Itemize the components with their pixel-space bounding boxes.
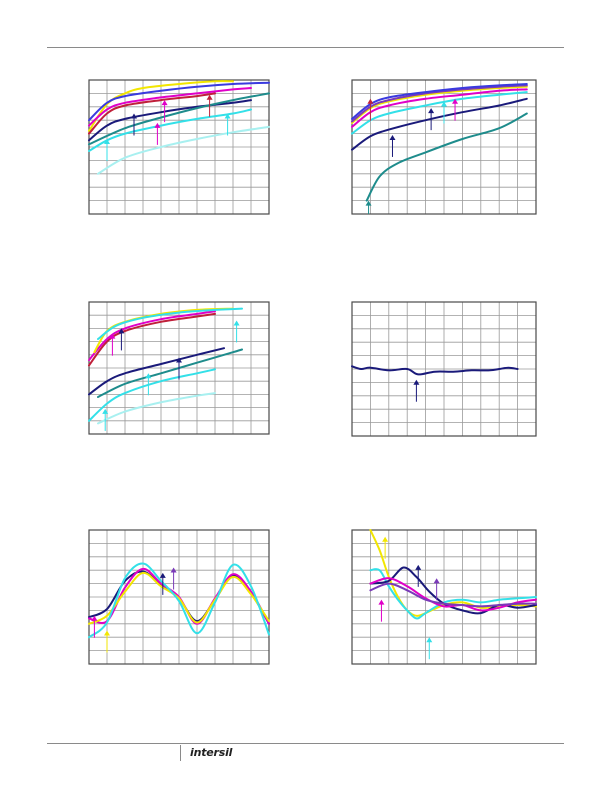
chart-6-marker-magenta-arrowhead bbox=[378, 599, 385, 605]
chart-panel-1 bbox=[88, 79, 270, 215]
chart-6-marker-purple-arrowhead bbox=[433, 578, 440, 584]
chart-1-series-magenta bbox=[88, 87, 252, 127]
chart-2-marker-cyan-arrowhead bbox=[441, 101, 447, 107]
chart-panel-4 bbox=[351, 301, 537, 437]
chart-1-series-lightcyan bbox=[97, 125, 270, 175]
chart-3-marker-cyan-arrowhead bbox=[233, 320, 240, 326]
chart-6-marker-cyan-arrowhead bbox=[426, 637, 433, 643]
chart-2-series-blue bbox=[351, 83, 528, 120]
chart-panel-3 bbox=[88, 301, 270, 435]
chart-2-svg bbox=[351, 79, 537, 215]
chart-5-frame bbox=[88, 529, 270, 665]
chart-3-series-teal bbox=[97, 348, 243, 398]
chart-1-marker-cyan-arrowhead bbox=[104, 138, 110, 144]
chart-1-series-navy bbox=[88, 99, 252, 142]
chart-2-marker-navy-arrowhead bbox=[428, 108, 435, 114]
chart-3-marker-cyan-arrowhead bbox=[145, 373, 152, 379]
chart-1-frame bbox=[88, 79, 270, 215]
chart-5-marker-yellow-arrowhead bbox=[104, 630, 110, 636]
chart-3-series-red bbox=[88, 312, 216, 367]
chart-1-marker-magenta-arrowhead bbox=[161, 100, 168, 106]
chart-3-series-lightcyan bbox=[97, 392, 216, 425]
chart-1-series-teal bbox=[88, 92, 270, 146]
chart-3-marker-cyan-arrowhead bbox=[102, 408, 109, 414]
chart-3-series-cyan bbox=[88, 368, 216, 422]
chart-1-svg bbox=[88, 79, 270, 215]
chart-5-marker-navy-arrowhead bbox=[159, 572, 166, 578]
chart-5-marker-purple-arrowhead bbox=[170, 567, 177, 573]
chart-5-series-yellow bbox=[88, 571, 270, 625]
chart-panel-2 bbox=[351, 79, 537, 215]
chart-5-series-cyan bbox=[88, 562, 270, 639]
chart-4-svg bbox=[351, 301, 537, 437]
chart-5-marker-magenta-arrowhead bbox=[91, 615, 98, 621]
chart-3-marker-navy-arrowhead bbox=[118, 328, 125, 334]
footer-rule bbox=[47, 743, 564, 744]
chart-1-series-yellow bbox=[88, 80, 234, 132]
chart-4-frame bbox=[351, 301, 537, 437]
chart-1-series-red bbox=[88, 92, 216, 135]
chart-2-frame bbox=[351, 79, 537, 215]
chart-3-series-cyan bbox=[97, 307, 243, 340]
chart-4-marker-navy-arrowhead bbox=[413, 379, 420, 385]
chart-3-marker-magenta-arrowhead bbox=[109, 333, 116, 339]
chart-1-series-blue bbox=[88, 81, 270, 122]
chart-2-series-teal bbox=[365, 112, 528, 202]
chart-panel-5 bbox=[88, 529, 270, 665]
chart-2-marker-teal-arrowhead bbox=[365, 200, 372, 206]
chart-3-series-navy bbox=[88, 347, 225, 396]
chart-3-series-magenta bbox=[88, 310, 216, 362]
chart-3-svg bbox=[88, 301, 270, 435]
chart-2-marker-navy-arrowhead bbox=[389, 134, 396, 140]
chart-6-series-cyan bbox=[369, 568, 537, 620]
chart-1-marker-navy-arrowhead bbox=[131, 113, 137, 119]
intersil-logo-text: intersil bbox=[190, 746, 233, 759]
chart-2-marker-red-arrowhead bbox=[367, 98, 374, 104]
chart-4-series-navy bbox=[351, 365, 519, 376]
chart-5-svg bbox=[88, 529, 270, 665]
chart-6-marker-navy-arrowhead bbox=[415, 564, 422, 570]
chart-6-series-yellow bbox=[369, 529, 537, 617]
chart-3-frame bbox=[88, 301, 270, 435]
chart-2-series-navy bbox=[351, 97, 528, 151]
chart-3-marker-navy-arrowhead bbox=[176, 357, 182, 363]
chart-1-marker-magenta-arrowhead bbox=[154, 122, 161, 128]
chart-2-marker-magenta-arrowhead bbox=[452, 98, 459, 104]
chart-panel-6 bbox=[351, 529, 537, 665]
chart-6-svg bbox=[351, 529, 537, 665]
chart-1-marker-red-arrowhead bbox=[206, 94, 213, 100]
footer-divider bbox=[180, 745, 181, 761]
header-rule bbox=[47, 47, 564, 48]
chart-1-marker-cyan-arrowhead bbox=[224, 113, 231, 119]
chart-6-series-purple bbox=[369, 582, 537, 608]
chart-6-marker-yellow-arrowhead bbox=[382, 536, 389, 542]
